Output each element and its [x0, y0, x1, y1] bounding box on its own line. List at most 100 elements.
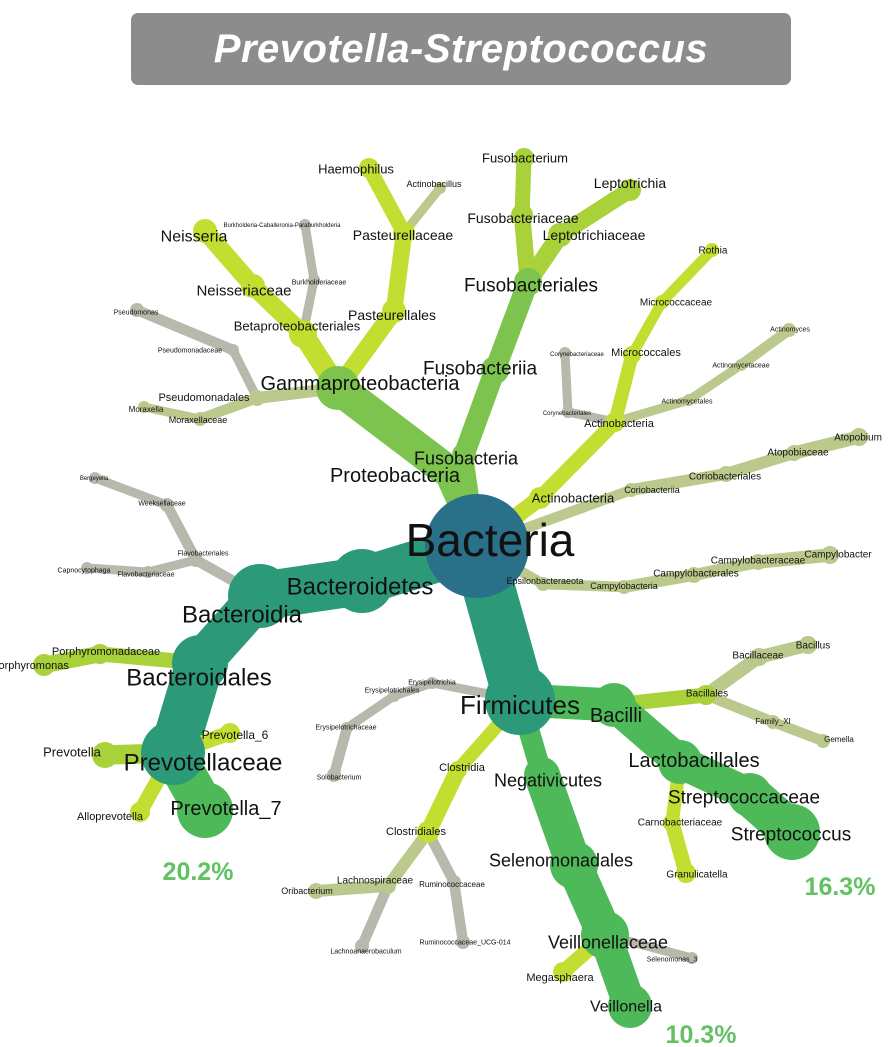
- label-prevotella: Prevotella: [43, 745, 102, 760]
- node-erysipelotrichia: [426, 677, 438, 689]
- node-pasteurellales: [382, 299, 406, 323]
- edge-micrococcaceae: [626, 296, 668, 361]
- label-micrococcaceae: Micrococcaceae: [640, 298, 713, 309]
- edge-capnocytophaga: [82, 563, 153, 577]
- node-flavobacteriales: [189, 553, 203, 567]
- edge-pasteurellaceae: [385, 224, 413, 320]
- node-erysipelotrichales: [388, 690, 400, 702]
- node-carnobacteriaceae: [663, 814, 681, 832]
- label-porphyromonas: Porphyromonas: [0, 660, 69, 672]
- node-firmicutes: [485, 665, 555, 735]
- label-campylobacteraceae: Campylobacteraceae: [711, 556, 806, 567]
- node-burkholderiaceae: [308, 274, 320, 286]
- label-flavobacteriales: Flavobacteriales: [178, 550, 229, 557]
- label-ruminococcaceae_ucg_014: Ruminococcaceae_UCG-014: [419, 939, 510, 946]
- label-atopobiaceae: Atopobiaceae: [767, 448, 829, 459]
- node-megasphaera: [553, 962, 573, 982]
- label-alloprevotella: Alloprevotella: [77, 811, 144, 823]
- percent-prevotella: 20.2%: [163, 858, 234, 886]
- label-family_xi: Family_XI: [755, 717, 791, 726]
- node-campylobacterales: [686, 567, 702, 583]
- node-veillonella: [608, 984, 652, 1028]
- edge-campylobacteria: [537, 578, 630, 593]
- node-corynebacteriaceae: [559, 347, 571, 359]
- edge-family_xi: [700, 689, 779, 728]
- edge-burkholderia: [300, 220, 319, 285]
- node-leptotrichiaceae: [548, 223, 572, 247]
- label-bacteroidia: Bacteroidia: [182, 601, 303, 628]
- label-leptotrichiaceae: Leptotrichiaceae: [543, 227, 646, 243]
- node-selenomonadales: [550, 841, 598, 889]
- label-actinomycetales: Actinomycetales: [662, 398, 713, 405]
- node-bacillaceae: [750, 648, 768, 666]
- edge-atopobiaceae: [720, 447, 800, 480]
- node-solobacterium: [327, 768, 341, 782]
- node-prevotella_7: [177, 782, 233, 838]
- label-megasphaera: Megasphaera: [526, 972, 594, 984]
- node-neisseriaceae: [241, 274, 265, 298]
- node-fusobacteriales: [514, 268, 542, 296]
- label-bacilli: Bacilli: [590, 705, 642, 727]
- node-leptotrichia: [619, 179, 641, 201]
- label-lachnospiraceae: Lachnospiraceae: [337, 876, 414, 887]
- edge-pseudomonadaceae: [228, 345, 262, 403]
- label-betaproteobacteriales: Betaproteobacteriales: [234, 319, 361, 334]
- node-atopobiaceae: [786, 445, 802, 461]
- node-bacilli: [592, 683, 636, 727]
- node-corynebacteriales: [562, 406, 574, 418]
- node-actinobacteria_c: [605, 412, 625, 432]
- node-pseudomonadaceae: [227, 344, 239, 356]
- label-actinobacteria: Actinobacteria: [532, 491, 615, 506]
- label-bacillus: Bacillus: [796, 641, 830, 652]
- label-pseudomonas: Pseudomonas: [114, 309, 159, 316]
- node-actinomyces: [782, 323, 796, 337]
- node-atopobium: [850, 428, 868, 446]
- node-moraxellaceae: [193, 412, 207, 426]
- label-streptococcaceae: Streptococcaceae: [668, 788, 820, 809]
- node-coriobacteriia: [624, 483, 638, 497]
- edge-oribacterium: [310, 880, 394, 897]
- label-gammaproteobacteria: Gammaproteobacteria: [261, 373, 461, 395]
- label-epsilonbacteraeota: Epsilonbacteraeota: [506, 576, 583, 586]
- edge-campylobacteraceae: [688, 556, 764, 581]
- node-fusobacteria: [452, 443, 476, 467]
- label-fusobacterium: Fusobacterium: [482, 151, 568, 166]
- tree-nodes: [33, 148, 868, 1028]
- percent-streptococcus: 16.3%: [805, 873, 876, 901]
- label-rothia: Rothia: [699, 246, 728, 257]
- node-fusobacteriia: [481, 356, 509, 384]
- node-weeksellaceae: [160, 498, 174, 512]
- node-bacillales: [696, 685, 716, 705]
- edge-pseudomonas: [131, 304, 239, 356]
- label-capnocytophaga: Capnocytophaga: [58, 567, 111, 574]
- label-haemophilus: Haemophilus: [318, 162, 394, 177]
- label-proteobacteria: Proteobacteria: [330, 465, 461, 487]
- label-campylobacter: Campylobacter: [804, 550, 872, 561]
- title-banner: Prevotella-Streptococcus: [131, 13, 791, 85]
- node-actinobacillus: [434, 182, 446, 194]
- label-streptococcus: Streptococcus: [731, 825, 851, 846]
- label-bacteroidetes: Bacteroidetes: [287, 573, 434, 600]
- node-fusobacterium: [514, 148, 534, 168]
- edge-actinomycetaceae: [684, 360, 746, 405]
- label-carnobacteriaceae: Carnobacteriaceae: [638, 818, 723, 829]
- label-granulicatella: Granulicatella: [666, 870, 728, 881]
- node-moraxella: [138, 401, 150, 413]
- node-gammaproteobacteria: [316, 366, 360, 410]
- edge-neisseria: [196, 222, 262, 295]
- label-flavobacteriaceae: Flavobacteriaceae: [117, 571, 174, 578]
- label-selenomonadales: Selenomonadales: [489, 850, 633, 870]
- label-pasteurellaceae: Pasteurellaceae: [353, 227, 454, 243]
- node-micrococcales: [623, 346, 641, 364]
- edge-actinomyces: [735, 324, 795, 371]
- node-gemella: [816, 734, 830, 748]
- label-lactobacillales: Lactobacillales: [628, 750, 759, 772]
- node-lachnospiraceae: [380, 878, 396, 894]
- node-oribacterium: [308, 883, 324, 899]
- label-erysipelotrichaceae: Erysipelotrichaceae: [315, 724, 376, 731]
- node-clostridiales: [417, 821, 439, 843]
- edge-lachnoanaerobaculum: [356, 880, 394, 952]
- node-capnocytophaga: [81, 562, 93, 574]
- node-burkholderia: [299, 219, 311, 231]
- label-moraxella: Moraxella: [129, 405, 164, 414]
